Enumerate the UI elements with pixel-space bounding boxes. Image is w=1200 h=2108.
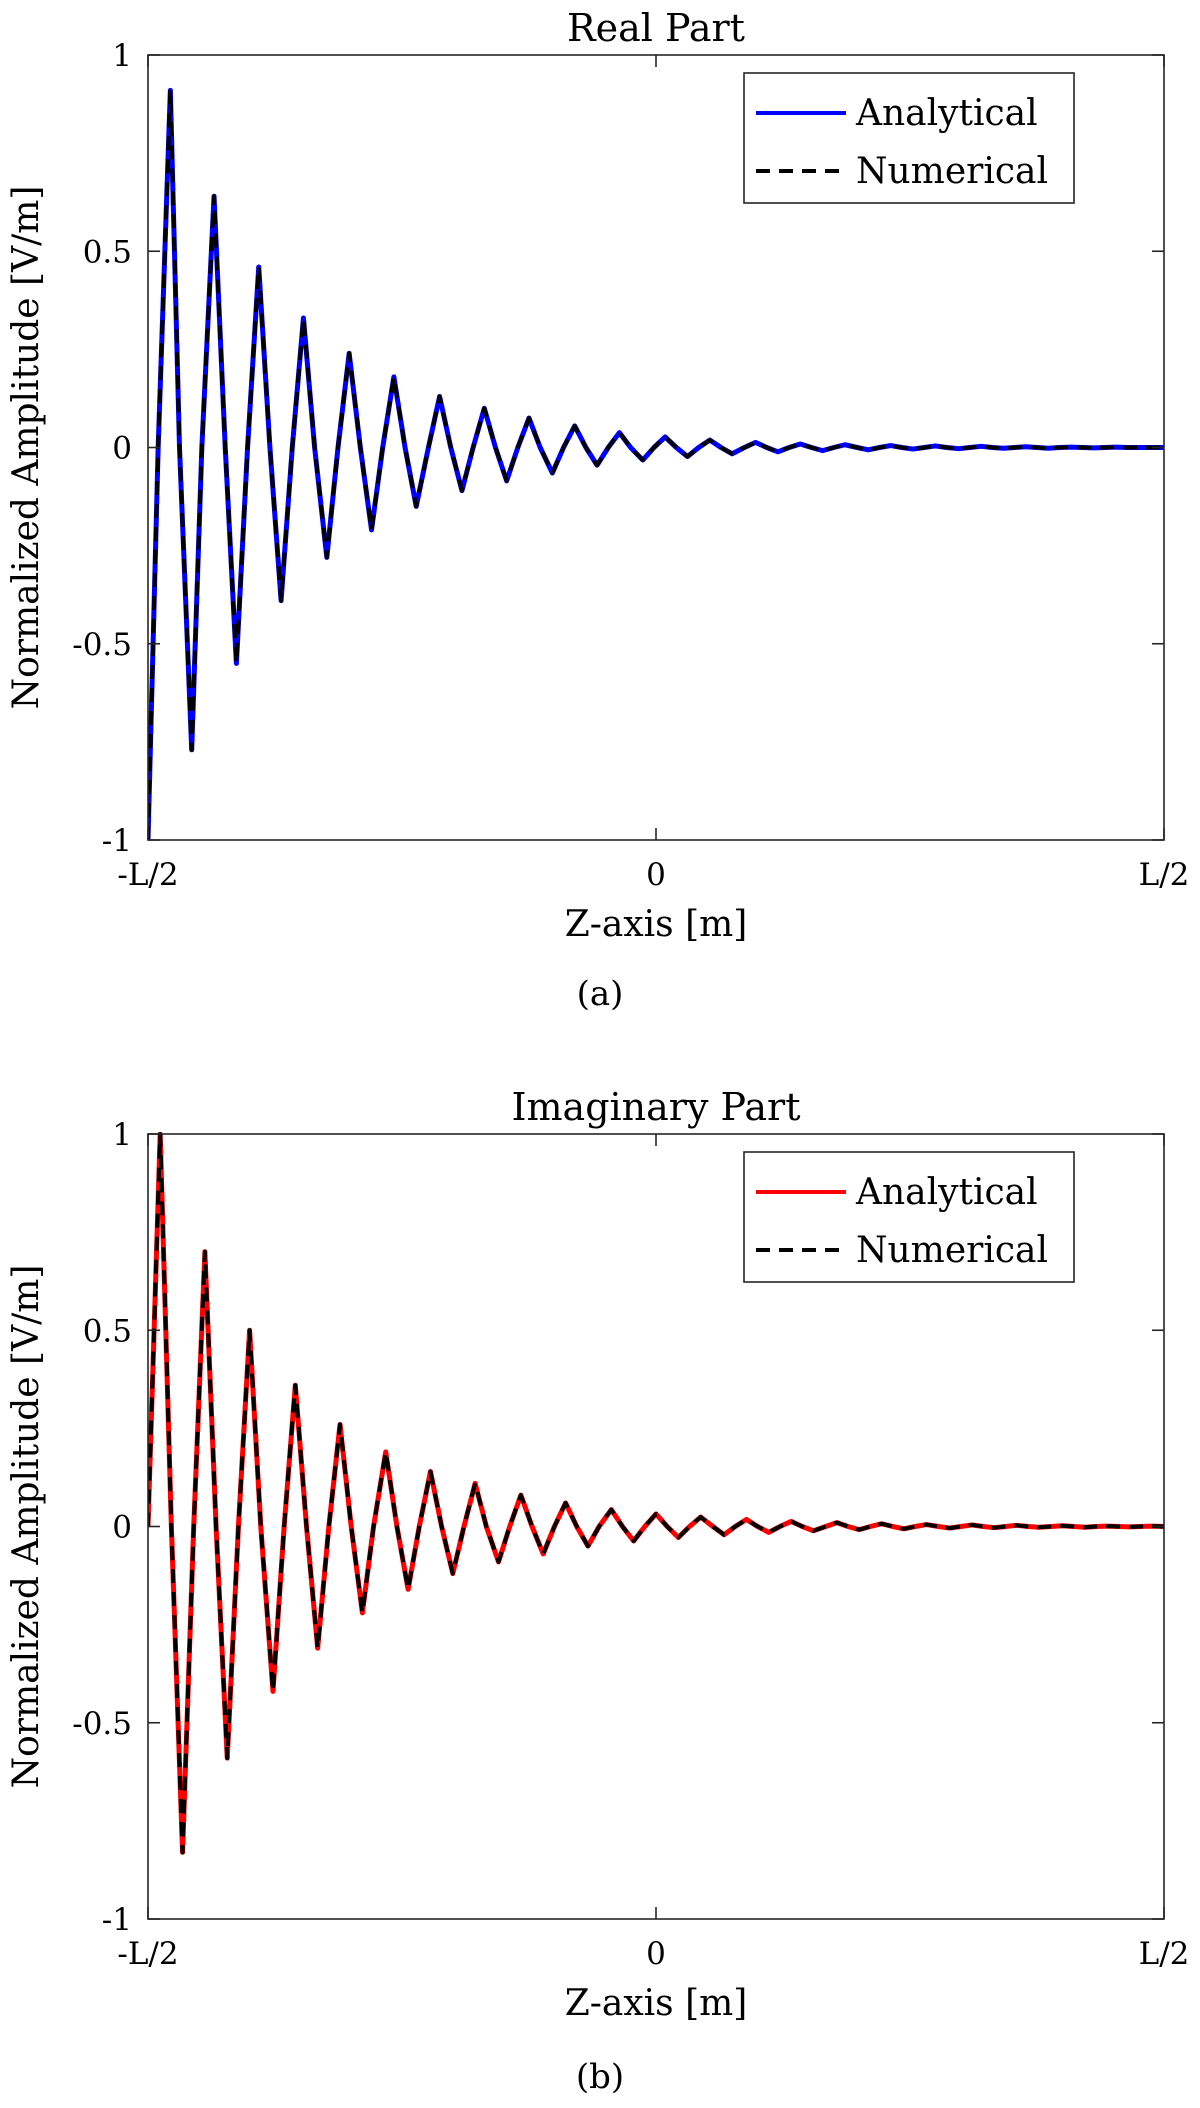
x-tick-label: 0 xyxy=(646,1936,666,1972)
x-tick-label: 0 xyxy=(646,857,666,893)
x-tick-label: -L/2 xyxy=(117,857,178,893)
y-tick-label: -1 xyxy=(102,823,132,859)
x-axis-label: Z-axis [m] xyxy=(565,904,748,945)
chart-title: Real Part xyxy=(567,6,745,50)
legend-label-numerical: Numerical xyxy=(856,1230,1048,1271)
chart-panel-1: 1 0.5 0 -0.5 -1-L/2 0 L/2 Real Part Z-axis [m] No… xyxy=(6,6,1189,1014)
y-axis-label: Normalized Amplitude [V/m] xyxy=(6,1265,47,1789)
legend-box xyxy=(743,72,1075,204)
legend-label-analytical: Analytical xyxy=(855,1172,1038,1213)
chart-title: Imaginary Part xyxy=(512,1085,801,1129)
y-tick-label: 0.5 xyxy=(83,1313,132,1349)
series-line-numerical xyxy=(148,1132,1164,1855)
series-line-numerical xyxy=(148,88,1164,841)
panel-caption: (a) xyxy=(577,974,624,1014)
y-axis-label: Normalized Amplitude [V/m] xyxy=(6,186,47,710)
y-tick-label: 1 xyxy=(112,38,132,74)
y-tick-label: -1 xyxy=(102,1902,132,1938)
y-tick-label: 1 xyxy=(112,1117,132,1153)
legend: Analytical Numerical xyxy=(743,1151,1075,1283)
legend-label-numerical: Numerical xyxy=(856,151,1048,192)
y-tick-label: -0.5 xyxy=(72,627,132,663)
panel-caption: (b) xyxy=(576,2057,624,2097)
y-tick-label: 0.5 xyxy=(83,234,132,270)
chart-panel-2: 1 0.5 0 -0.5 -1-L/2 0 L/2 Imaginary Part Z-axis … xyxy=(6,1085,1189,2097)
y-tick-label: 0 xyxy=(112,1510,132,1546)
x-tick-label: -L/2 xyxy=(117,1936,178,1972)
y-tick-label: 0 xyxy=(112,431,132,467)
x-tick-label: L/2 xyxy=(1139,1936,1190,1972)
legend: Analytical Numerical xyxy=(743,72,1075,204)
x-axis-label: Z-axis [m] xyxy=(565,1983,748,2024)
y-tick-label: -0.5 xyxy=(72,1706,132,1742)
legend-box xyxy=(743,1151,1075,1283)
legend-label-analytical: Analytical xyxy=(855,93,1038,134)
x-tick-label: L/2 xyxy=(1139,857,1190,893)
